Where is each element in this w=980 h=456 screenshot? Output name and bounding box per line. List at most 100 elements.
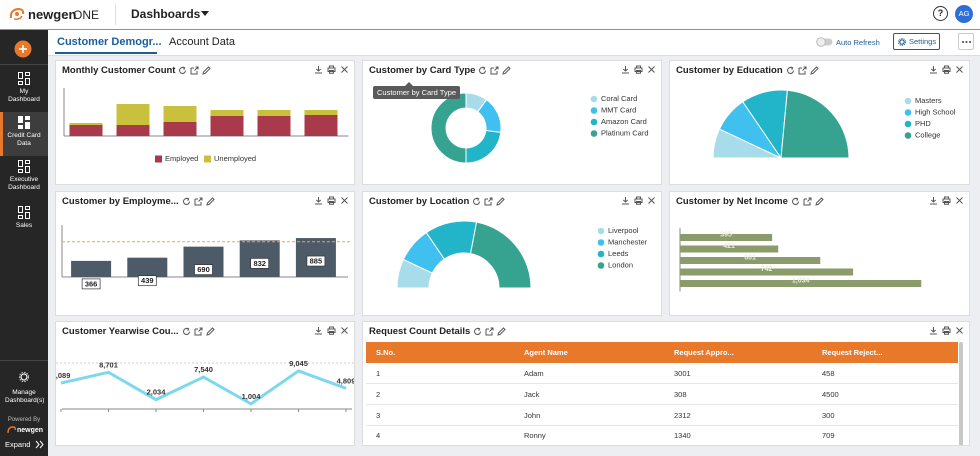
close-icon[interactable] <box>647 196 656 205</box>
nav-label[interactable]: Credit Card Data <box>7 132 41 147</box>
bar <box>680 268 854 276</box>
refresh-icon[interactable] <box>182 197 191 206</box>
icon-stroke <box>327 65 336 74</box>
print-icon[interactable] <box>327 196 336 205</box>
edit-icon[interactable] <box>496 197 506 206</box>
avatar[interactable]: AG <box>955 5 973 23</box>
tab[interactable]: Account Data <box>169 36 236 48</box>
settings-button[interactable]: Settings <box>893 33 940 50</box>
nav-icon-part <box>25 116 30 120</box>
open-icon[interactable] <box>484 197 493 206</box>
edit-icon[interactable] <box>497 327 507 336</box>
print-icon[interactable] <box>327 65 336 74</box>
table-cell: 308 <box>674 389 687 399</box>
open-icon[interactable] <box>485 327 494 336</box>
close-icon[interactable] <box>955 326 964 335</box>
widget-actions <box>929 196 964 205</box>
icon-stroke <box>484 198 492 206</box>
refresh-icon[interactable] <box>478 66 487 75</box>
divider <box>0 360 48 361</box>
edit-icon[interactable] <box>205 327 215 336</box>
nav-icon[interactable] <box>18 72 30 85</box>
expand-label[interactable]: Expand <box>5 440 31 449</box>
icon-stroke <box>497 327 507 336</box>
refresh-icon[interactable] <box>786 66 795 75</box>
refresh-icon[interactable] <box>473 327 482 336</box>
column-header: Agent Name <box>524 348 568 357</box>
help-button[interactable]: ? <box>933 6 948 21</box>
column-header: Request Appro... <box>674 348 734 357</box>
refresh-icon[interactable] <box>472 197 481 206</box>
table-cell: 2312 <box>674 410 691 420</box>
print-icon[interactable] <box>327 326 336 335</box>
close-icon[interactable] <box>955 196 964 205</box>
manage-label[interactable]: Manage Dashboard(s) <box>5 389 45 404</box>
download-icon[interactable] <box>929 326 938 335</box>
tab[interactable]: Customer Demogr... <box>57 36 162 48</box>
nav-icon[interactable] <box>18 206 30 219</box>
download-icon[interactable] <box>314 196 323 205</box>
download-icon[interactable] <box>621 196 630 205</box>
print-icon[interactable] <box>634 65 643 74</box>
more-button[interactable] <box>958 33 974 50</box>
scrollbar[interactable] <box>959 342 963 445</box>
download-icon[interactable] <box>929 65 938 74</box>
auto-refresh-label[interactable]: Auto Refresh <box>836 38 880 47</box>
open-icon[interactable] <box>490 66 499 75</box>
refresh-icon[interactable] <box>791 197 800 206</box>
open-icon[interactable] <box>803 197 812 206</box>
close-icon[interactable] <box>340 326 349 335</box>
nav-icon[interactable] <box>18 160 30 173</box>
bar <box>304 110 338 115</box>
icon-stroke <box>648 66 655 73</box>
legend-label: Unemployed <box>214 154 256 163</box>
app-title[interactable]: Dashboards <box>131 7 201 21</box>
refresh-icon[interactable] <box>178 66 187 75</box>
download-icon[interactable] <box>929 196 938 205</box>
nav-label[interactable]: Sales <box>15 222 33 229</box>
close-icon[interactable] <box>955 65 964 74</box>
row-divider <box>366 424 958 426</box>
add-button[interactable] <box>14 40 32 58</box>
row-divider <box>366 445 958 446</box>
print-icon[interactable] <box>942 196 951 205</box>
expand-icon[interactable] <box>35 440 44 449</box>
edit-icon[interactable] <box>809 66 819 75</box>
close-icon[interactable] <box>647 65 656 74</box>
icon-stroke <box>327 196 336 205</box>
open-icon[interactable] <box>194 197 203 206</box>
print-icon[interactable] <box>634 196 643 205</box>
manage-icon[interactable] <box>19 372 29 382</box>
legend-swatch <box>590 95 598 103</box>
auto-refresh-toggle[interactable] <box>816 37 833 47</box>
nav-label[interactable]: My Dashboard <box>8 88 40 103</box>
nav-label[interactable]: Executive Dashboard <box>8 176 40 191</box>
download-icon[interactable] <box>621 65 630 74</box>
close-icon[interactable] <box>340 196 349 205</box>
open-icon[interactable] <box>798 66 807 75</box>
print-icon[interactable] <box>942 326 951 335</box>
edit-icon[interactable] <box>202 66 212 75</box>
refresh-icon[interactable] <box>182 327 191 336</box>
open-icon[interactable] <box>194 327 203 336</box>
dropdown-caret[interactable] <box>201 10 210 17</box>
nav-icon[interactable] <box>18 116 30 129</box>
close-icon[interactable] <box>340 65 349 74</box>
edit-icon[interactable] <box>205 197 215 206</box>
print-icon[interactable] <box>942 65 951 74</box>
widget-header: Customer by Employme... <box>62 196 215 207</box>
open-icon[interactable] <box>190 66 199 75</box>
download-icon[interactable] <box>314 326 323 335</box>
nav-icon-part <box>18 81 23 85</box>
icon-stroke <box>956 327 963 334</box>
icon-stroke <box>807 197 812 202</box>
icon-stroke <box>341 327 348 334</box>
table-cell: 300 <box>822 410 835 420</box>
widget-header: Customer Yearwise Cou... <box>62 326 215 337</box>
edit-icon[interactable] <box>815 197 824 206</box>
icon-stroke <box>930 327 937 335</box>
edit-icon[interactable] <box>502 66 512 75</box>
download-icon[interactable] <box>314 65 323 74</box>
icon-stroke <box>648 197 655 204</box>
